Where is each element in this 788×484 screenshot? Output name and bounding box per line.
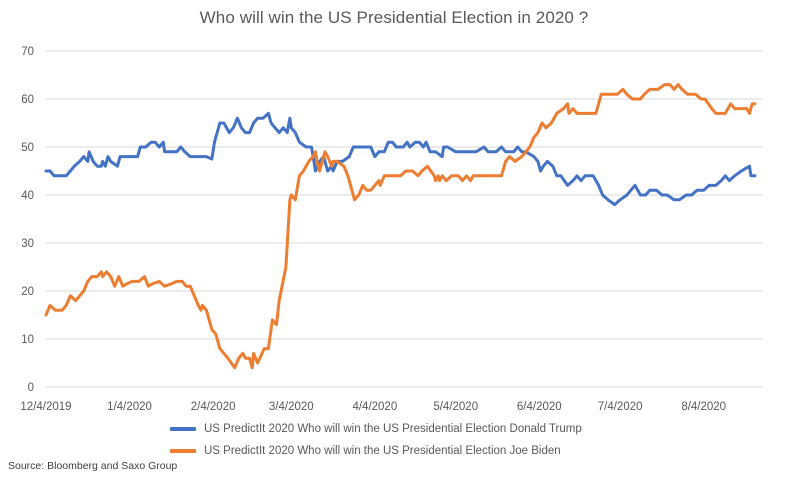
y-tick-label: 30 <box>21 238 34 250</box>
line-chart: 0 10 20 30 40 50 60 70 12/4/2019 1/4/2020 2/4/202… <box>20 46 763 413</box>
legend-swatch-trump <box>170 427 196 431</box>
x-tick-label: 3/4/2020 <box>269 401 314 413</box>
y-tick-label: 0 <box>28 382 34 394</box>
legend-label-trump: US PredictIt 2020 Who will win the US Pr… <box>204 423 582 435</box>
x-tick-label: 1/4/2020 <box>107 401 152 413</box>
x-tick-label: 4/4/2020 <box>352 401 397 413</box>
y-tick-label: 20 <box>21 286 34 298</box>
series-lines <box>44 83 757 370</box>
x-tick-label: 5/4/2020 <box>433 401 478 413</box>
x-tick-label: 2/4/2020 <box>191 401 236 413</box>
x-tick-label: 12/4/2019 <box>20 401 71 413</box>
y-tick-label: 40 <box>21 190 34 202</box>
y-tick-label: 60 <box>21 94 34 106</box>
legend-item-trump[interactable]: US PredictIt 2020 Who will win the US Pr… <box>170 418 582 440</box>
x-tick-label: 6/4/2020 <box>517 401 562 413</box>
legend-item-biden[interactable]: US PredictIt 2020 Who will win the US Pr… <box>170 440 582 462</box>
series-line-biden <box>44 83 757 370</box>
legend-swatch-biden <box>170 449 196 453</box>
y-tick-label: 10 <box>21 334 34 346</box>
source-note: Source: Bloomberg and Saxo Group <box>8 460 178 472</box>
chart-title: Who will win the US Presidential Electio… <box>199 8 589 27</box>
series-line-trump <box>44 111 757 207</box>
legend: US PredictIt 2020 Who will win the US Pr… <box>170 418 582 462</box>
legend-label-biden: US PredictIt 2020 Who will win the US Pr… <box>204 445 561 457</box>
gridlines <box>46 50 763 388</box>
x-tick-label: 7/4/2020 <box>598 401 643 413</box>
x-axis-ticks: 12/4/2019 1/4/2020 2/4/2020 3/4/2020 4/4/202… <box>20 401 726 413</box>
y-axis-ticks: 0 10 20 30 40 50 60 70 <box>21 46 34 394</box>
y-tick-label: 70 <box>21 46 34 58</box>
x-tick-label: 8/4/2020 <box>681 401 726 413</box>
y-tick-label: 50 <box>21 142 34 154</box>
